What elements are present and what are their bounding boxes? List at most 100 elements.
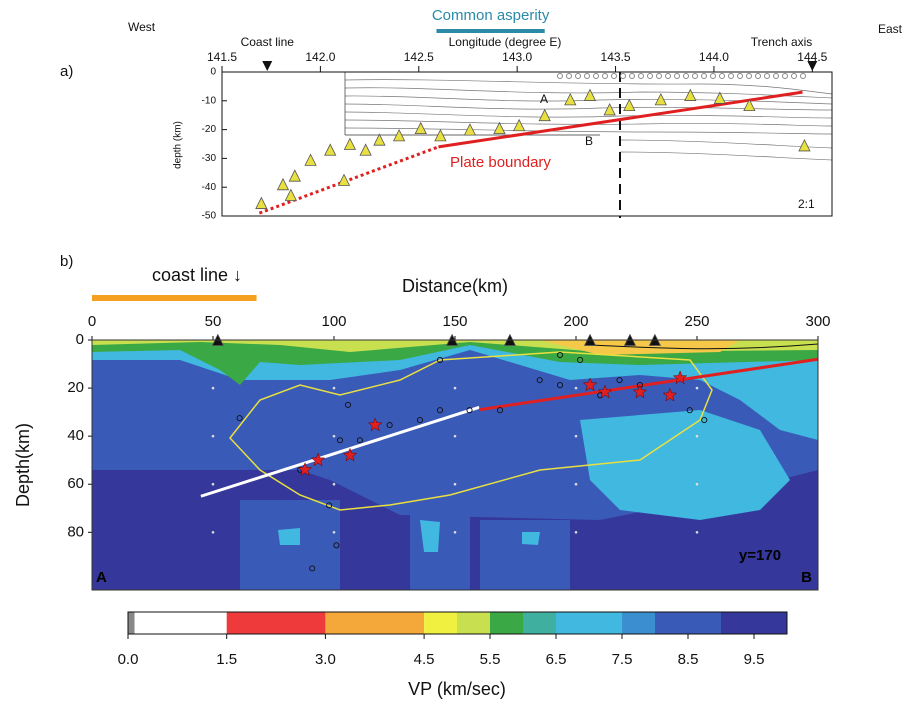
station-dot [746,73,752,79]
location-marker [262,61,273,71]
event [416,416,423,424]
x-tick-label: 143.5 [601,50,631,64]
event-star [597,384,613,399]
x-tick-label: 142.5 [404,50,434,64]
event-triangle [583,88,597,101]
y-axis-label: Depth(km) [13,423,33,507]
colorbar-tick-label: 5.5 [480,651,501,668]
line [438,90,803,149]
station-dot [647,73,653,79]
event-triangle [538,108,551,122]
event [616,377,623,384]
annotation: 2:1 [798,197,815,211]
colorbar-tick-label: 4.5 [414,651,435,668]
event [356,437,363,444]
station-dot [629,73,635,79]
event-triangle [414,121,427,135]
contour [619,151,833,161]
colorbar-segment [622,612,655,634]
station-dot [593,73,599,79]
colorbar-segment [655,612,721,634]
y-tick-label: 40 [67,427,84,444]
x-tick-label: 250 [684,313,709,330]
event-triangle [284,188,298,201]
station-dot [719,73,725,79]
event-triangle [359,143,372,156]
grid-dot [211,386,215,390]
event-star [367,417,383,432]
grid-dot [695,434,699,438]
event-triangle [463,123,477,136]
y-axis-label: depth (km) [173,121,184,169]
annotation: Plate boundary [450,154,551,171]
colorbar-tick-label: 8.5 [678,651,699,668]
event-triangle [392,128,406,142]
colorbar-segment [457,612,490,634]
field-cyan [92,340,818,440]
plot-frame [91,339,819,591]
x-tick-label: 300 [805,313,830,330]
event [536,377,543,384]
annotation: B [801,569,812,586]
station-dot [602,73,608,79]
grid-dot [695,482,699,486]
grid-dot [211,531,215,534]
grid-dot [453,386,457,390]
grid-dot [211,482,215,486]
station-dot [800,73,806,79]
x-tick-label: 150 [442,313,467,330]
station-dot [557,73,563,79]
grid-dot [332,531,336,534]
event-triangle [713,91,726,104]
station-dot [737,73,743,79]
grid-dot [574,531,578,534]
annotation: A [96,569,107,586]
contour [344,79,833,95]
y-tick-label: 80 [67,523,84,540]
station-dot [791,73,797,79]
event [577,356,584,364]
colorbar-label: VP (km/sec) [408,679,506,699]
event-triangle [512,118,526,132]
station-dot [755,73,761,79]
event-triangle [493,121,506,135]
event-triangle [304,153,317,166]
colorbar-segment [134,612,227,634]
field-cyan [580,410,790,520]
colorbar-segment [556,612,622,634]
station-dot [656,73,662,79]
event-triangle [324,143,337,156]
event-star [582,377,598,392]
colorbar-tick-label: 9.5 [744,651,765,668]
station-dot [665,73,671,79]
event [344,401,352,408]
event-star [297,462,313,477]
event [701,416,708,424]
x-tick-label: 50 [205,313,222,330]
annotation: B [585,134,593,148]
event [686,407,693,414]
event-star [632,384,648,399]
event-triangle [798,139,811,152]
x-tick-label: 0 [88,313,96,330]
y-tick-label: -50 [202,211,217,222]
event-star [662,387,678,402]
event [236,415,243,422]
annotation: y=170 [739,547,781,564]
contour [619,139,833,149]
grid-dot [574,386,578,390]
y-tick-label: 0 [76,331,84,348]
event [556,351,564,359]
line [258,145,439,215]
contour [344,111,833,119]
event [336,437,344,444]
grid-dot [332,386,336,390]
grid-dot [574,482,578,486]
colorbar-segment [325,612,425,634]
colorbar-segment [128,612,135,634]
event-triangle [684,88,697,101]
grid-dot [453,531,457,534]
event [436,356,444,364]
station-dot [620,73,626,79]
station-dot [701,73,707,79]
